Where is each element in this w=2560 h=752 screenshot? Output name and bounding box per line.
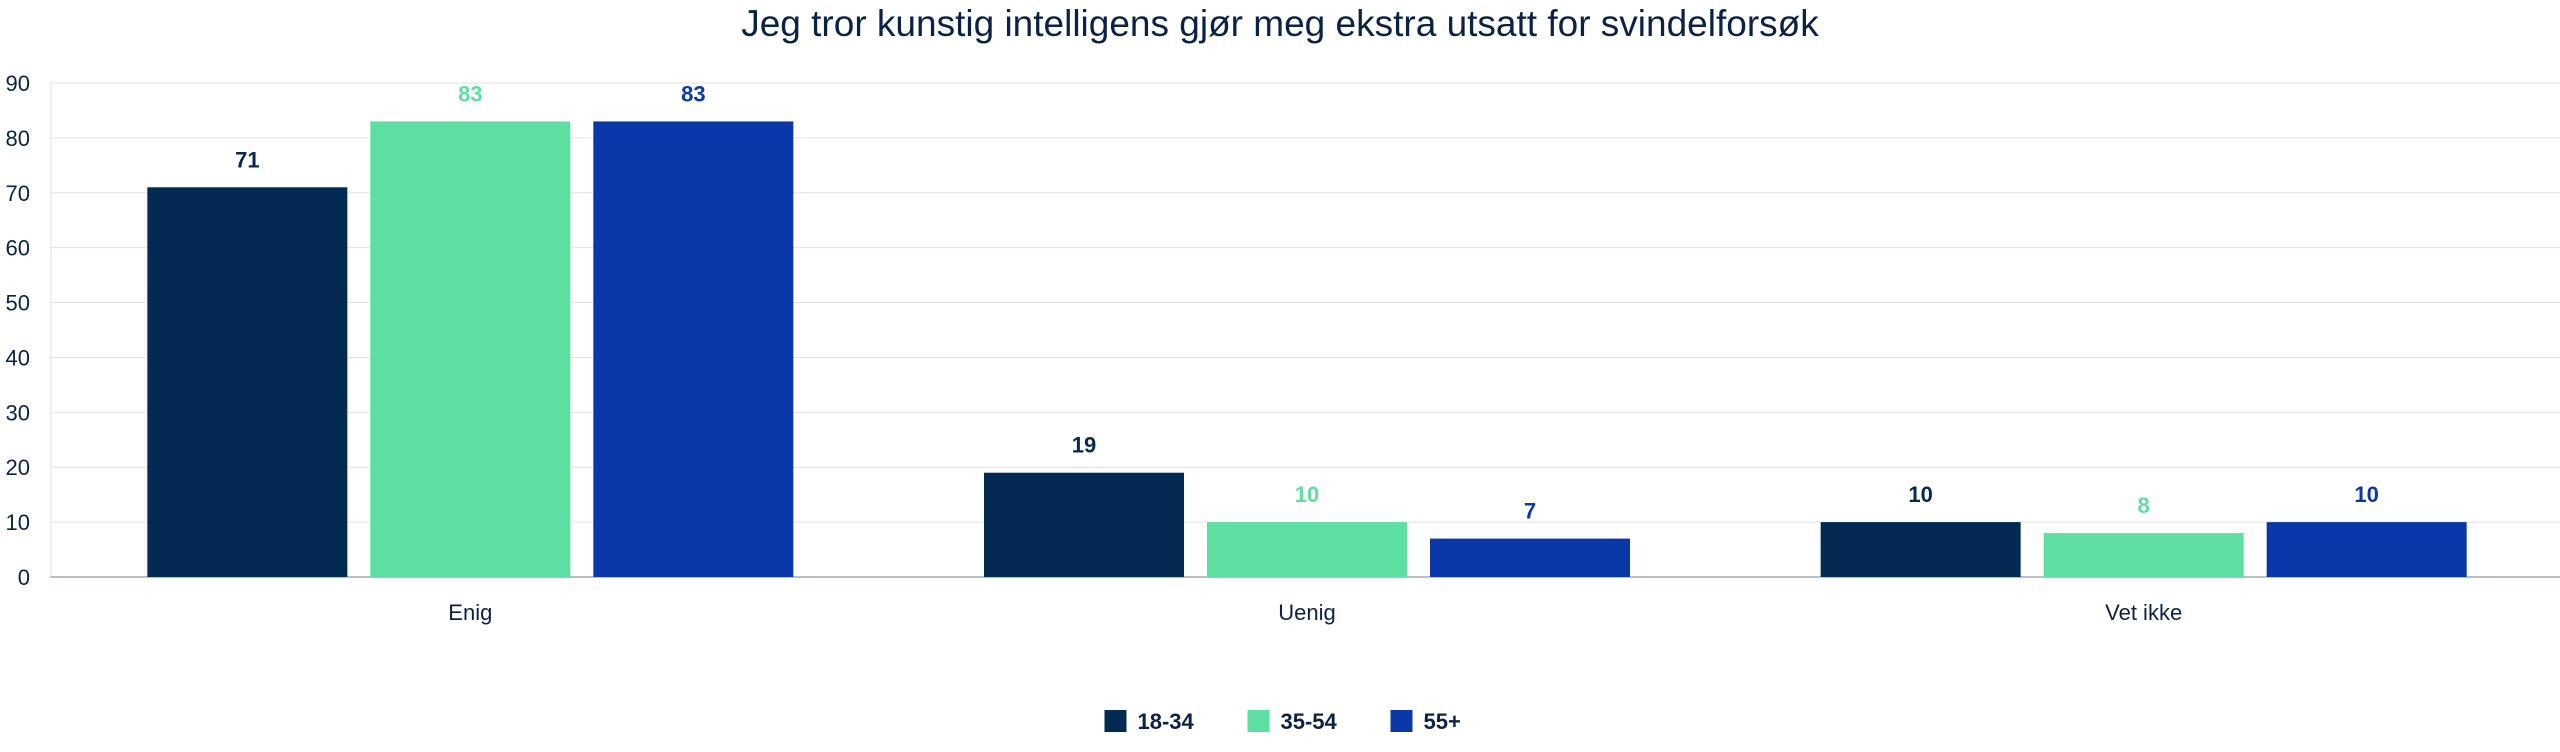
category-label: Uenig xyxy=(1278,600,1335,625)
legend-label: 18-34 xyxy=(1138,709,1195,734)
bar xyxy=(2043,533,2244,577)
y-tick-label: 50 xyxy=(6,291,30,316)
y-tick-label: 70 xyxy=(6,181,30,206)
data-label: 83 xyxy=(458,81,482,106)
bar xyxy=(2266,522,2467,577)
data-label: 10 xyxy=(1295,482,1319,507)
y-tick-label: 20 xyxy=(6,455,30,480)
chart-title: Jeg tror kunstig intelligens gjør meg ek… xyxy=(741,3,1819,44)
y-tick-label: 0 xyxy=(18,565,30,590)
bars xyxy=(147,121,2467,578)
data-label: 10 xyxy=(1908,482,1932,507)
y-tick-label: 80 xyxy=(6,126,30,151)
legend-label: 35-54 xyxy=(1281,709,1338,734)
legend-swatch xyxy=(1390,710,1413,732)
bar xyxy=(593,121,794,577)
category-label: Enig xyxy=(448,600,492,625)
y-tick-label: 90 xyxy=(6,71,30,96)
legend: 18-34 35-54 55+ xyxy=(1104,709,1461,734)
y-axis-ticks: 0 10 20 30 40 50 60 70 80 90 xyxy=(6,71,30,590)
bar xyxy=(147,187,348,578)
data-label: 10 xyxy=(2354,482,2378,507)
bar xyxy=(370,121,571,577)
data-label: 7 xyxy=(1524,499,1536,524)
bar xyxy=(1207,522,1407,577)
data-label: 19 xyxy=(1072,433,1096,458)
bar xyxy=(1430,538,1630,577)
data-labels: 71 83 83 19 10 7 10 8 10 xyxy=(235,81,2379,523)
bar xyxy=(1820,522,2021,577)
data-label: 8 xyxy=(2138,493,2150,518)
legend-label: 55+ xyxy=(1424,709,1461,734)
y-tick-label: 40 xyxy=(6,345,30,370)
y-tick-label: 10 xyxy=(6,510,30,535)
legend-swatch xyxy=(1104,710,1127,732)
legend-swatch xyxy=(1247,710,1270,732)
data-label: 83 xyxy=(681,81,705,106)
data-label: 71 xyxy=(235,147,259,172)
bar xyxy=(984,472,1184,577)
category-label: Vet ikke xyxy=(2105,600,2182,625)
x-axis-categories: Enig Uenig Vet ikke xyxy=(448,600,2182,625)
y-tick-label: 60 xyxy=(6,236,30,261)
y-tick-label: 30 xyxy=(6,400,30,425)
